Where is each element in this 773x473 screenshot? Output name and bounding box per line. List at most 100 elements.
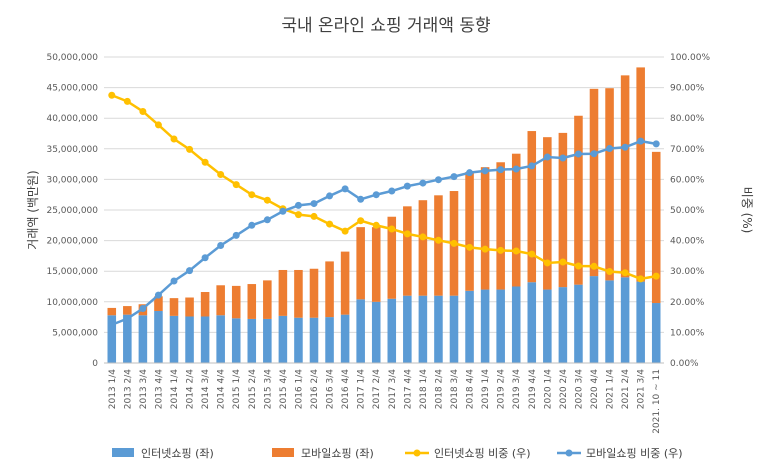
mobile-share-point xyxy=(652,140,660,148)
mobile-bar xyxy=(418,200,428,296)
mobile-bar xyxy=(589,88,599,277)
mobile-bar xyxy=(231,285,241,319)
internet-share-point xyxy=(512,247,520,255)
internet-bar xyxy=(356,299,365,363)
y2-tick-label: 30.00% xyxy=(670,267,705,277)
mobile-bar xyxy=(371,227,381,302)
internet-share-point xyxy=(154,121,162,129)
internet-share-point xyxy=(201,158,209,166)
y2-tick-label: 20.00% xyxy=(670,298,705,308)
x-tick-label: 2015 2/4 xyxy=(248,369,258,410)
mobile-share-point xyxy=(341,185,349,193)
mobile-bar xyxy=(200,292,210,317)
internet-bar xyxy=(325,317,334,363)
internet-bar xyxy=(496,289,505,363)
mobile-share-point xyxy=(466,169,474,177)
gridlines xyxy=(104,56,664,333)
mobile-share-point xyxy=(232,231,240,239)
mobile-share-point xyxy=(637,137,645,145)
mobile-bar xyxy=(496,162,505,290)
internet-bar xyxy=(434,295,443,363)
x-tick-label: 2017 2/4 xyxy=(372,369,382,410)
mobile-share-point xyxy=(310,200,318,208)
legend-swatch xyxy=(272,448,294,457)
internet-share-point xyxy=(528,250,536,258)
internet-share-point xyxy=(263,196,271,204)
mobile-bar xyxy=(309,268,319,318)
mobile-share-point xyxy=(170,277,178,285)
legend: 인터넷쇼핑 (좌) 모바일쇼핑 (좌) 인터넷쇼핑 비중 (우) 모바일쇼핑 비중 (… xyxy=(112,446,683,460)
internet-bar xyxy=(651,303,661,363)
x-tick-label: 2017 4/4 xyxy=(403,369,413,410)
internet-share-point xyxy=(341,227,349,235)
mobile-share-point xyxy=(590,150,598,158)
mobile-bar xyxy=(169,298,179,316)
internet-share-point xyxy=(170,135,178,143)
x-tick-label: 2021 2/4 xyxy=(621,369,631,410)
legend-swatch xyxy=(112,448,134,457)
x-tick-label: 2018 2/4 xyxy=(434,369,444,410)
internet-share-point xyxy=(123,97,131,105)
y2-tick-label: 10.00% xyxy=(670,328,705,338)
y-tick-label: 10,000,000 xyxy=(46,298,98,308)
mobile-bar xyxy=(480,167,490,290)
mobile-bar xyxy=(356,227,365,300)
mobile-share-point xyxy=(512,165,520,173)
legend-label: 인터넷쇼핑 비중 (우) xyxy=(434,447,531,460)
x-tick-label: 2019 2/4 xyxy=(497,369,507,410)
x-tick-label: 2020 4/4 xyxy=(590,369,600,410)
mobile-bar xyxy=(543,137,552,290)
internet-bar xyxy=(527,282,537,363)
x-tick-label: 2021 1/4 xyxy=(606,369,616,410)
internet-share-point xyxy=(481,245,489,253)
internet-share-point xyxy=(248,191,256,199)
internet-share-point xyxy=(419,233,427,241)
x-tick-label: 2015 3/4 xyxy=(263,369,273,410)
y-tick-label: 45,000,000 xyxy=(46,84,98,94)
internet-bar xyxy=(247,318,257,363)
mobile-share-point xyxy=(434,176,442,184)
internet-bar xyxy=(636,281,645,363)
axes: 0 5,000,000 10,000,000 15,000,000 20,000,000… xyxy=(46,53,710,434)
internet-share-point xyxy=(450,239,458,247)
internet-bar xyxy=(154,310,163,363)
mobile-bar xyxy=(247,284,257,319)
internet-share-point xyxy=(497,246,505,254)
internet-bar xyxy=(185,316,194,363)
x-tick-label: 2014 2/4 xyxy=(186,369,196,410)
mobile-share-point xyxy=(574,150,582,158)
internet-share-point xyxy=(217,171,225,179)
mobile-share-point xyxy=(263,216,271,224)
internet-share-point xyxy=(326,220,334,228)
internet-share-point xyxy=(232,181,240,189)
mobile-bar xyxy=(294,269,303,318)
x-tick-label: 2017 3/4 xyxy=(388,369,398,410)
x-tick-label: 2015 1/4 xyxy=(232,369,242,410)
internet-share-point xyxy=(434,236,442,244)
mobile-share-point xyxy=(403,182,411,190)
x-tick-label: 2020 3/4 xyxy=(574,369,584,410)
internet-share-point xyxy=(388,225,396,233)
y-tick-label: 5,000,000 xyxy=(52,328,98,338)
y2-tick-label: 90.00% xyxy=(670,84,705,94)
mobile-bar xyxy=(620,75,630,278)
y2-tick-label: 100.00% xyxy=(670,53,710,63)
internet-bar xyxy=(278,315,288,363)
x-tick-label: 2014 1/4 xyxy=(170,369,180,410)
internet-bar xyxy=(263,318,272,363)
mobile-share-point xyxy=(559,154,567,162)
x-tick-label: 2019 3/4 xyxy=(512,369,522,410)
y2-axis-title: 비중 (%) xyxy=(740,187,754,234)
legend-marker xyxy=(565,449,573,457)
x-tick-label: 2013 3/4 xyxy=(139,369,149,410)
internet-bar xyxy=(574,284,583,363)
mobile-share-point xyxy=(217,241,225,249)
y-tick-label: 0 xyxy=(92,359,98,369)
internet-share-point xyxy=(372,221,380,229)
internet-bar xyxy=(123,314,132,363)
internet-bar xyxy=(387,298,397,363)
y-axis-title: 거래액 (백만원) xyxy=(26,170,40,249)
mobile-bar xyxy=(278,269,288,316)
